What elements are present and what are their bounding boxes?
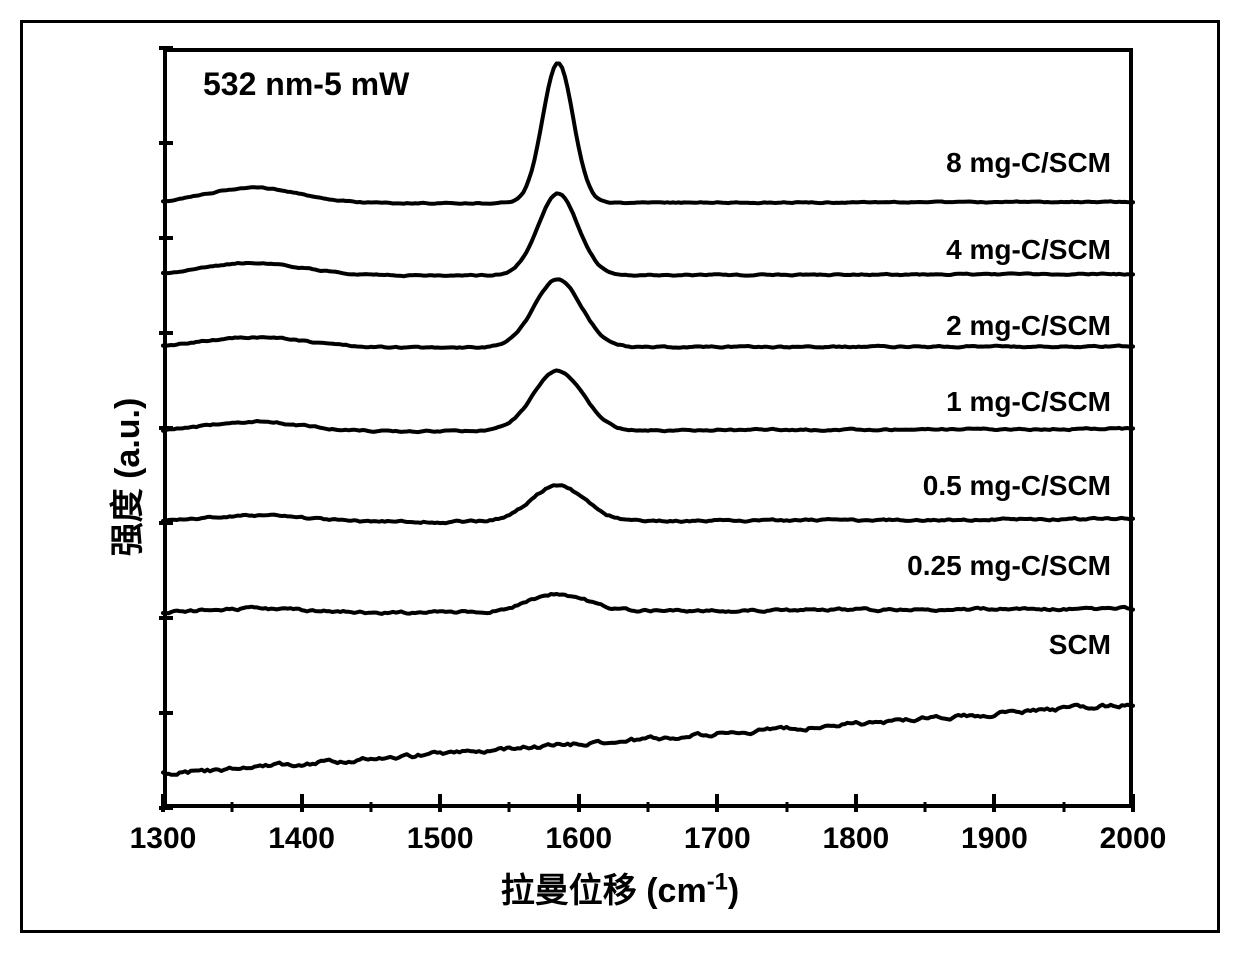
x-axis-title-tail: ) [728,872,739,910]
xtick-label: 1300 [130,822,197,856]
xtick-major [577,794,581,812]
xtick-major [1131,794,1135,812]
xtick-minor [647,802,650,812]
xtick-minor [1062,802,1065,812]
series-label: 4 mg-C/SCM [946,234,1111,266]
spectrum-SCM [163,705,1133,775]
series-label: 1 mg-C/SCM [946,386,1111,418]
xtick-major [992,794,996,812]
xtick-minor [785,802,788,812]
series-label: 8 mg-C/SCM [946,147,1111,179]
xtick-minor [369,802,372,812]
series-label: 0.5 mg-C/SCM [923,470,1111,502]
ytick [159,711,173,715]
series-label: SCM [1049,629,1111,661]
xtick-major [438,794,442,812]
ytick [159,331,173,335]
xtick-label: 1800 [822,822,889,856]
xtick-label: 1500 [407,822,474,856]
ytick [159,426,173,430]
xtick-major [300,794,304,812]
y-axis-title: 强度 (a.u.) [100,397,149,556]
xtick-minor [924,802,927,812]
spectrum-8-mg-C-SCM [163,64,1133,204]
ytick [159,236,173,240]
xtick-major [715,794,719,812]
ytick [159,141,173,145]
series-label: 0.25 mg-C/SCM [907,550,1111,582]
ytick [159,806,173,810]
xtick-label: 2000 [1100,822,1167,856]
ytick [159,46,173,50]
xtick-major [854,794,858,812]
xtick-minor [508,802,511,812]
spectrum-0-25-mg-C-SCM [163,594,1133,614]
plot-area: 532 nm-5 mW 1300140015001600170018001900… [163,48,1133,808]
xtick-minor [231,802,234,812]
xtick-label: 1700 [684,822,751,856]
x-axis-title-main: 拉曼位移 (cm [501,872,707,910]
x-axis-title-sup: -1 [707,869,728,896]
series-label: 2 mg-C/SCM [946,310,1111,342]
xtick-label: 1400 [268,822,335,856]
ytick [159,521,173,525]
x-axis-title: 拉曼位移 (cm-1) [501,863,739,912]
figure-frame: 强度 (a.u.) 532 nm-5 mW 130014001500160017… [20,20,1220,933]
xtick-label: 1600 [545,822,612,856]
ytick [159,616,173,620]
xtick-label: 1900 [961,822,1028,856]
